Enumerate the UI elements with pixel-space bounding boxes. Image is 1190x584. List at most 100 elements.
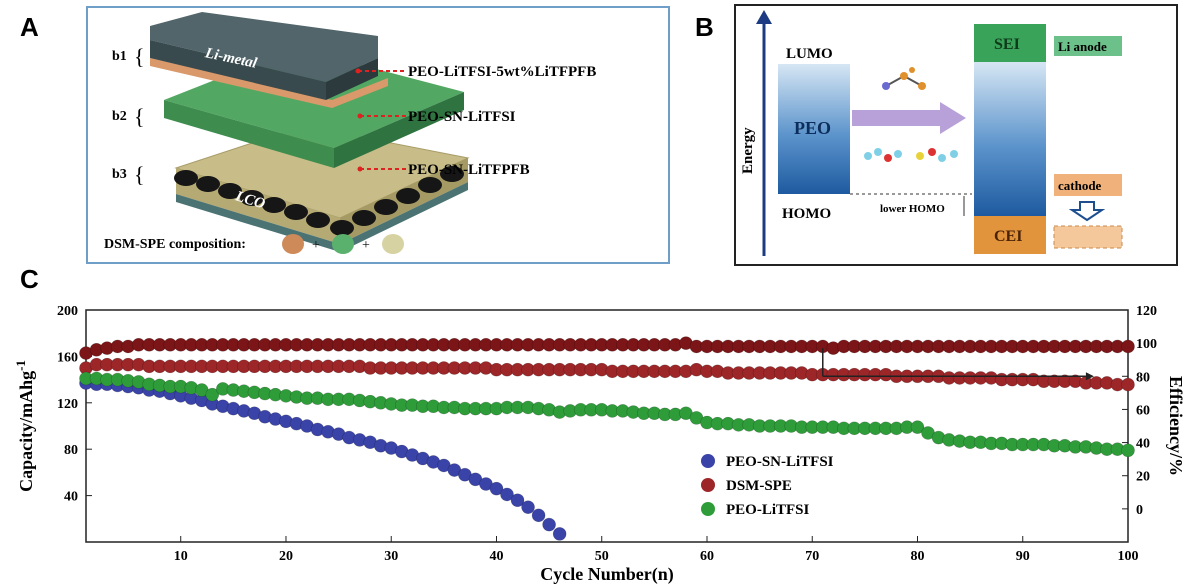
sei-label: SEI	[994, 36, 1020, 53]
panel-label-b: B	[695, 12, 714, 42]
li-anode-label: Li anode	[1058, 39, 1107, 54]
li-metal-side	[326, 58, 378, 100]
series-dsm-spe	[79, 336, 1135, 360]
cycling-performance-chart: 10 20 30 40 50 60 70 80 90 100 40 80 120 160 200 0 20 40 6…	[13, 304, 1186, 584]
data-point	[500, 487, 514, 502]
series-peo-litfsi	[79, 371, 1135, 458]
x-tick-label: 80	[910, 549, 924, 564]
molecule-icon-1	[882, 67, 926, 90]
x-tick-label: 40	[489, 549, 503, 564]
plot-frame	[85, 309, 1129, 543]
panel-b-energy-diagram: Energy LUMO PEO HOMO lower HOMO SEI CEI …	[734, 4, 1178, 266]
x-tick-label: 70	[805, 549, 819, 564]
composition-label: DSM-SPE composition:	[104, 237, 246, 252]
cathode-label: cathode	[1058, 178, 1102, 193]
composition-dot-3	[382, 234, 404, 254]
brace-b2: {	[134, 104, 145, 129]
y-right-axis-label: Efficiency/%	[1166, 376, 1186, 476]
data-point	[1121, 443, 1135, 458]
panel-a-layer-schematic: LCO Li-metal b1 b2 b3 { { { PEO-LiTFSI-5…	[86, 6, 670, 264]
legend-marker	[701, 478, 715, 492]
energy-axis-label: Energy	[740, 127, 756, 174]
layer-stack-illustration: LCO Li-metal b1 b2 b3 { { { PEO-LiTFSI-5…	[104, 12, 596, 254]
energy-axis-arrow	[756, 10, 772, 24]
sei-block	[974, 24, 1046, 62]
plus-2: +	[362, 238, 370, 253]
plus-1: +	[312, 238, 320, 253]
x-tick-label: 10	[174, 549, 188, 564]
series-dsm-spe	[79, 357, 1135, 392]
data-point	[489, 481, 504, 496]
energy-level-illustration: Energy LUMO PEO HOMO lower HOMO SEI CEI …	[740, 10, 1123, 256]
x-tick-label: 100	[1118, 549, 1139, 564]
series-peo-sn-litfsi	[79, 376, 567, 541]
y-left-axis-label: Capacity/mAhg-1	[13, 360, 36, 492]
composition-dot-2	[332, 234, 354, 254]
peo-band	[778, 64, 850, 194]
transition-arrow	[852, 102, 966, 134]
y-right-tick-label: 80	[1136, 370, 1150, 385]
y-left-tick-label: 200	[57, 304, 78, 319]
y-right-tick-label: 120	[1136, 304, 1157, 319]
data-point	[531, 508, 546, 523]
x-tick-label: 30	[384, 549, 398, 564]
electrolyte-band	[974, 62, 1046, 216]
legend-item: PEO-SN-LiTFSI	[701, 454, 834, 470]
data-point	[1121, 339, 1135, 354]
legend-item: PEO-LiTFSI	[701, 502, 810, 518]
x-tick-label: 60	[700, 549, 714, 564]
y-right-tick-label: 100	[1136, 337, 1157, 352]
tag-b1: b1	[112, 49, 127, 64]
homo-label: HOMO	[782, 206, 831, 222]
x-tick-label: 50	[595, 549, 609, 564]
y-left-tick-label: 120	[57, 397, 78, 412]
lumo-label: LUMO	[786, 46, 833, 62]
panel-label-c: C	[20, 264, 39, 294]
tag-b2: b2	[112, 109, 127, 124]
b2-layer-side	[334, 92, 464, 168]
down-arrow-icon	[1068, 201, 1106, 222]
callout-b3: PEO-SN-LiTFPFB	[408, 162, 530, 178]
y-left-tick-label: 40	[64, 490, 78, 505]
molecule-icon-2	[864, 148, 958, 162]
y-right-tick-label: 60	[1136, 403, 1150, 418]
callout-b1: PEO-LiTFSI-5wt%LiTFPFB	[408, 64, 596, 80]
b2-layer-front	[164, 100, 334, 168]
data-point	[205, 387, 220, 402]
data-point	[552, 527, 567, 541]
cathode-interphase-box	[1053, 225, 1123, 249]
li-metal-front	[150, 40, 326, 100]
y-right-tick-label: 40	[1136, 437, 1150, 452]
li-metal-top	[150, 12, 378, 82]
lco-particles	[174, 166, 464, 236]
cathode-box	[1054, 174, 1122, 196]
x-tick-label: 20	[279, 549, 293, 564]
data-point	[521, 500, 535, 514]
cei-label: CEI	[994, 228, 1022, 245]
lower-homo-label: lower HOMO	[880, 203, 945, 215]
legend-label: PEO-SN-LiTFSI	[726, 454, 834, 470]
composition-dot-1	[282, 234, 304, 254]
data-point	[910, 420, 925, 434]
lco-base	[176, 182, 468, 252]
legend-marker	[701, 502, 715, 516]
data-point	[542, 517, 556, 532]
cei-block	[974, 216, 1046, 254]
y-right-tick-label: 0	[1136, 503, 1143, 518]
legend-label: DSM-SPE	[726, 478, 792, 494]
x-tick-label: 90	[1016, 549, 1030, 564]
li-anode-box	[1054, 36, 1122, 56]
brace-b3: {	[134, 162, 145, 187]
tag-b3: b3	[112, 167, 127, 182]
y-left-tick-label: 160	[57, 350, 78, 365]
legend-marker	[701, 454, 715, 468]
data-point	[510, 493, 525, 508]
panel-label-a: A	[20, 12, 39, 42]
y-left-tick-label: 80	[64, 443, 78, 458]
brace-b1: {	[134, 44, 145, 69]
y-right-tick-label: 20	[1136, 470, 1150, 485]
efficiency-axis-arrow	[822, 348, 1094, 381]
callout-b2: PEO-SN-LiTFSI	[408, 109, 516, 125]
data-point	[1121, 377, 1135, 392]
legend-item: DSM-SPE	[701, 478, 792, 494]
